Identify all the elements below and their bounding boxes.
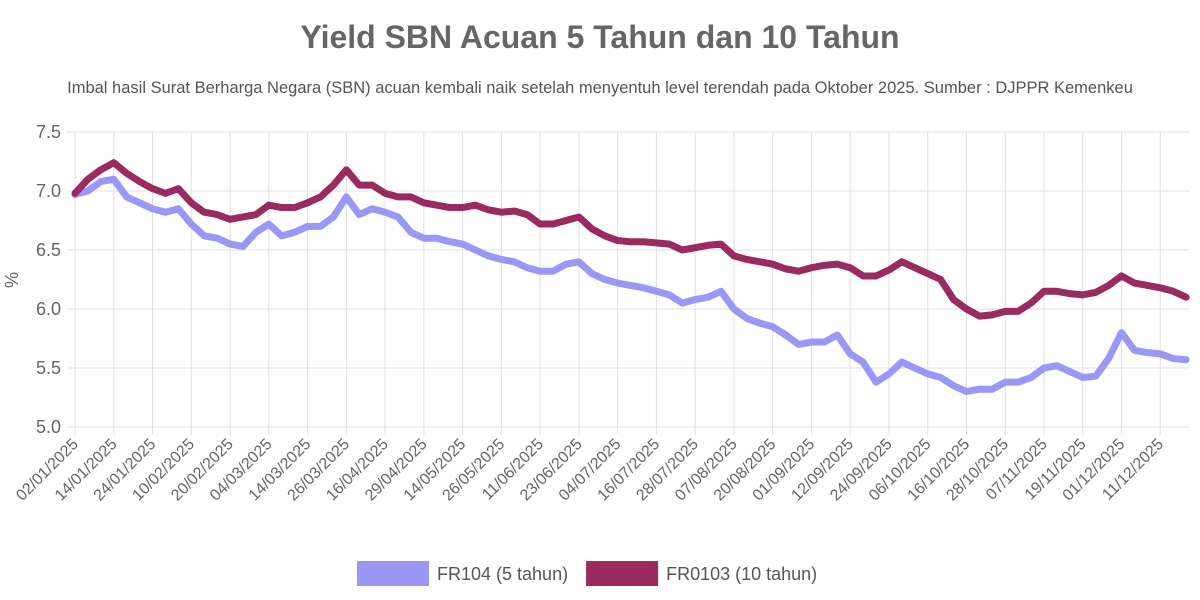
legend-label: FR0103 (10 tahun): [666, 564, 817, 584]
chart-title: Yield SBN Acuan 5 Tahun dan 10 Tahun: [300, 19, 899, 55]
y-axis-label: %: [2, 272, 22, 288]
legend-label: FR104 (5 tahun): [437, 564, 568, 584]
chart-subtitle: Imbal hasil Surat Berharga Negara (SBN) …: [67, 79, 1133, 97]
series-line: [71, 159, 1190, 320]
legend-swatch: [357, 561, 429, 586]
y-tick-label: 7.0: [36, 181, 61, 201]
y-tick-label: 7.5: [36, 122, 61, 142]
y-tick-label: 5.0: [36, 417, 61, 437]
y-tick-label: 6.0: [36, 299, 61, 319]
y-tick-label: 5.5: [36, 358, 61, 378]
series-line: [71, 175, 1190, 396]
legend-swatch: [586, 561, 659, 586]
y-tick-label: 6.5: [36, 240, 61, 260]
